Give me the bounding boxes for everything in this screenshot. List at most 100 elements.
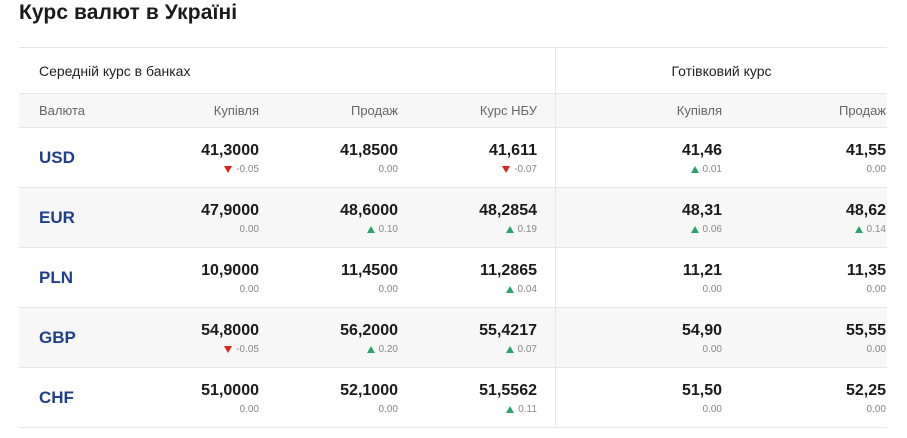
rate-cell-cash-sell: 48,62 0.14: [722, 188, 886, 247]
rate-cell-buy: 54,8000 -0.05: [119, 308, 259, 367]
rate-value: 41,3000: [201, 142, 259, 159]
rate-value: 11,4500: [341, 262, 398, 279]
rate-change-text: 0.00: [866, 404, 886, 415]
rate-cell-cash-sell: 52,25 0.00: [722, 368, 886, 427]
rate-change: 0.04: [505, 284, 537, 295]
rate-change: 0.20: [366, 344, 398, 355]
rate-cell-nbu: 48,2854 0.19: [398, 188, 537, 247]
rate-change: 0.00: [379, 404, 398, 415]
rate-change: 0.00: [867, 344, 886, 355]
rate-change: 0.07: [505, 344, 537, 355]
rate-value: 54,8000: [201, 322, 259, 339]
rate-value: 41,611: [488, 142, 537, 159]
rate-change-text: 0.19: [517, 224, 537, 235]
triangle-up-icon: [690, 226, 699, 233]
currency-code-link[interactable]: USD: [39, 147, 75, 167]
rate-cell-sell: 41,8500 0.00: [259, 128, 398, 187]
rate-change: -0.07: [502, 164, 537, 175]
rate-value: 51,50: [681, 382, 722, 399]
rate-change: 0.00: [379, 284, 398, 295]
rate-change: 0.00: [240, 284, 259, 295]
rate-change-text: -0.05: [236, 164, 259, 175]
rate-cell-nbu: 41,611 -0.07: [398, 128, 537, 187]
rate-change: 0.19: [505, 224, 537, 235]
group-divider: [537, 188, 556, 247]
group-cash-label: Готівковий курс: [671, 62, 772, 79]
rate-value: 51,5562: [479, 382, 537, 399]
rate-change: 0.01: [690, 164, 722, 175]
rate-change-text: 0.00: [866, 284, 886, 295]
rate-change-text: -0.07: [514, 164, 537, 175]
rate-change: 0.00: [703, 344, 722, 355]
rate-value: 10,9000: [201, 262, 259, 279]
rate-change-text: 0.00: [239, 284, 259, 295]
rate-value: 48,31: [681, 202, 722, 219]
rate-change: -0.05: [224, 164, 259, 175]
rate-value: 48,2854: [479, 202, 537, 219]
currency-cell: EUR: [19, 188, 119, 247]
header-sell: Продаж: [350, 103, 398, 118]
rate-cell-cash-sell: 11,35 0.00: [722, 248, 886, 307]
currency-cell: PLN: [19, 248, 119, 307]
currency-code-link[interactable]: EUR: [39, 207, 75, 227]
group-divider: [537, 248, 556, 307]
triangle-down-icon: [502, 166, 511, 173]
header-divider: [537, 94, 556, 127]
rate-change: 0.00: [867, 284, 886, 295]
currency-code-link[interactable]: PLN: [39, 267, 73, 287]
rate-change: -0.05: [224, 344, 259, 355]
rate-change: 0.00: [379, 164, 398, 175]
rate-change: 0.00: [240, 404, 259, 415]
currency-code-link[interactable]: GBP: [39, 327, 76, 347]
rate-change-text: 0.10: [378, 224, 398, 235]
rate-change: 0.00: [703, 404, 722, 415]
rate-value: 55,4217: [479, 322, 537, 339]
rate-cell-sell: 52,1000 0.00: [259, 368, 398, 427]
rate-value: 52,25: [845, 382, 886, 399]
triangle-up-icon: [505, 346, 514, 353]
currency-cell: CHF: [19, 368, 119, 427]
rate-cell-cash-buy: 51,50 0.00: [556, 368, 722, 427]
table-row: CHF 51,0000 0.00 52,1000 0.00 51,5562 0.11 51,5…: [19, 368, 887, 428]
rate-value: 11,21: [682, 262, 722, 279]
rate-cell-buy: 10,9000 0.00: [119, 248, 259, 307]
rate-cell-cash-buy: 41,46 0.01: [556, 128, 722, 187]
rate-value: 48,62: [845, 202, 886, 219]
table-row: EUR 47,9000 0.00 48,6000 0.10 48,2854 0.19 48,3…: [19, 188, 887, 248]
rate-change-text: 0.00: [378, 164, 398, 175]
triangle-up-icon: [366, 226, 375, 233]
rate-value: 41,8500: [340, 142, 398, 159]
header-currency: Валюта: [39, 103, 85, 118]
group-divider: [537, 368, 556, 427]
rate-cell-cash-buy: 54,90 0.00: [556, 308, 722, 367]
column-group-row: Середній курс в банках Готівковий курс: [19, 48, 887, 94]
triangle-up-icon: [506, 406, 515, 413]
rate-value: 41,46: [681, 142, 722, 159]
rate-change-text: 0.00: [378, 404, 398, 415]
triangle-up-icon: [366, 346, 375, 353]
rate-cell-buy: 51,0000 0.00: [119, 368, 259, 427]
rate-change-text: 0.20: [378, 344, 398, 355]
page-title: Курс валют в Україні: [19, 1, 238, 24]
rate-change-text: 0.00: [702, 284, 722, 295]
triangle-up-icon: [505, 286, 514, 293]
rate-change-text: 0.00: [702, 344, 722, 355]
rate-cell-nbu: 51,5562 0.11: [398, 368, 537, 427]
rate-value: 55,55: [845, 322, 886, 339]
rate-value: 51,0000: [201, 382, 259, 399]
rate-cell-buy: 41,3000 -0.05: [119, 128, 259, 187]
rate-change-text: 0.00: [866, 344, 886, 355]
triangle-down-icon: [224, 166, 233, 173]
table-row: GBP 54,8000 -0.05 56,2000 0.20 55,4217 0.07 54,…: [19, 308, 887, 368]
rate-value: 41,55: [845, 142, 886, 159]
rate-change: 0.00: [867, 404, 886, 415]
rate-change-text: 0.14: [866, 224, 886, 235]
triangle-up-icon: [505, 226, 514, 233]
group-divider: [537, 128, 556, 187]
rate-change-text: 0.00: [866, 164, 886, 175]
group-divider: [537, 308, 556, 367]
currency-code-link[interactable]: CHF: [39, 387, 74, 407]
header-cash-buy: Купівля: [676, 103, 722, 118]
currency-cell: USD: [19, 128, 119, 187]
rate-cell-sell: 48,6000 0.10: [259, 188, 398, 247]
